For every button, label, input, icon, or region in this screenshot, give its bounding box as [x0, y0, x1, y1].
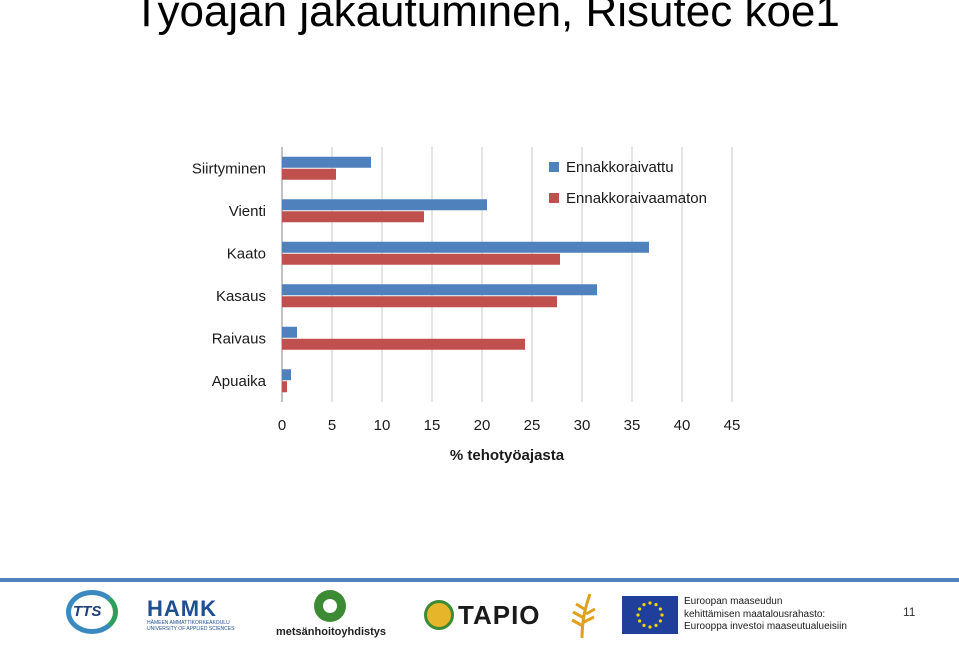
eu-star-icon — [658, 607, 662, 611]
legend-swatch — [549, 193, 559, 203]
bar-siirtyminen-series-1 — [282, 156, 371, 168]
eu-funding-text: Euroopan maaseudun kehittämisen maatalou… — [684, 596, 847, 634]
page-number: 11 — [903, 605, 916, 619]
x-tick-label: 20 — [474, 417, 491, 434]
eu-star-icon — [642, 623, 646, 627]
hamk-subtitle-1: HÄMEEN AMMATTIKORKEAKOULU — [147, 620, 230, 626]
x-tick-label: 0 — [278, 417, 286, 434]
hamk-logo-text: HAMK — [147, 596, 217, 621]
y-category-label: Vienti — [229, 203, 266, 220]
chart-gridlines — [281, 147, 733, 402]
bar-kasaus-series-1 — [282, 284, 597, 296]
bar-apuaika-series-1 — [282, 369, 291, 381]
y-category-label: Raivaus — [212, 330, 266, 347]
bar-siirtyminen-series-2 — [282, 168, 336, 180]
tapio-logo: TAPIO — [424, 598, 540, 634]
bar-raivaus-series-2 — [282, 338, 525, 350]
legend-label: Ennakkoraivaamaton — [566, 190, 707, 207]
chart-bars — [282, 156, 649, 393]
eu-funding-logo: Euroopan maaseudun kehittämisen maatalou… — [622, 596, 856, 636]
hamk-subtitle-2: UNIVERSITY OF APPLIED SCIENCES — [147, 626, 235, 632]
bar-apuaika-series-2 — [282, 381, 287, 393]
tapio-logo-text: TAPIO — [458, 600, 541, 630]
eu-star-icon — [648, 625, 652, 629]
eu-text-line-3: Eurooppa investoi maaseutualueisiin — [684, 621, 847, 632]
eu-star-icon — [638, 607, 642, 611]
eu-star-icon — [648, 601, 652, 605]
eu-star-icon — [654, 603, 658, 607]
footer — [0, 578, 959, 645]
bar-chart: Siirtyminen Vienti Kaato Kasaus Raivaus Apuai… — [192, 147, 741, 464]
legend-label: Ennakkoraivattu — [566, 159, 674, 176]
eu-star-icon — [636, 613, 640, 617]
hamk-logo: HAMK HÄMEEN AMMATTIKORKEAKOULU UNIVERSIT… — [147, 596, 239, 633]
slide-title: Työajan jakautuminen, Risutec koe1 — [133, 0, 840, 36]
x-tick-label: 40 — [674, 417, 691, 434]
metsa-emblem-icon — [314, 590, 346, 622]
x-tick-label: 15 — [424, 417, 441, 434]
eu-star-icon — [654, 623, 658, 627]
y-category-label: Apuaika — [212, 373, 267, 390]
x-tick-label: 5 — [328, 417, 336, 434]
tts-ring-icon — [66, 590, 118, 634]
chart-legend: Ennakkoraivattu Ennakkoraivaamaton — [549, 159, 707, 207]
bar-kaato-series-1 — [282, 241, 649, 253]
bar-vienti-series-2 — [282, 211, 424, 223]
metsa-logo-text: metsänhoitoyhdistys — [276, 626, 387, 638]
tts-logo-text: TTS — [73, 603, 102, 620]
legend-swatch — [549, 162, 559, 172]
wheat-icon — [566, 590, 598, 640]
x-tick-label: 25 — [524, 417, 541, 434]
y-category-label: Kaato — [227, 245, 266, 262]
eu-text-line-2: kehittämisen maatalousrahasto: — [684, 608, 826, 620]
x-tick-label: 35 — [624, 417, 641, 434]
eu-star-icon — [638, 619, 642, 623]
x-axis-tick-labels: 0 5 10 15 20 25 30 35 40 45 — [278, 417, 741, 434]
tapio-tree-icon — [424, 600, 454, 630]
x-tick-label: 30 — [574, 417, 591, 434]
y-category-label: Kasaus — [216, 288, 266, 305]
y-category-label: Siirtyminen — [192, 160, 266, 177]
tts-logo: TTS — [66, 590, 126, 634]
x-tick-label: 45 — [724, 417, 741, 434]
bar-raivaus-series-1 — [282, 326, 297, 338]
eu-text-line-1: Euroopan maaseudun — [684, 596, 783, 607]
eu-star-icon — [642, 603, 646, 607]
bar-kaato-series-2 — [282, 253, 560, 265]
x-axis-title: % tehotyöajasta — [450, 447, 565, 464]
metsanhoitoyhdistys-logo: metsänhoitoyhdistys — [276, 590, 386, 642]
eu-flag-icon — [622, 596, 678, 634]
eu-star-icon — [658, 619, 662, 623]
footer-divider — [0, 578, 959, 582]
y-axis-labels: Siirtyminen Vienti Kaato Kasaus Raivaus Apuai… — [192, 160, 267, 390]
x-tick-label: 10 — [374, 417, 391, 434]
eu-star-icon — [660, 613, 664, 617]
bar-vienti-series-1 — [282, 199, 487, 211]
bar-kasaus-series-2 — [282, 296, 557, 308]
